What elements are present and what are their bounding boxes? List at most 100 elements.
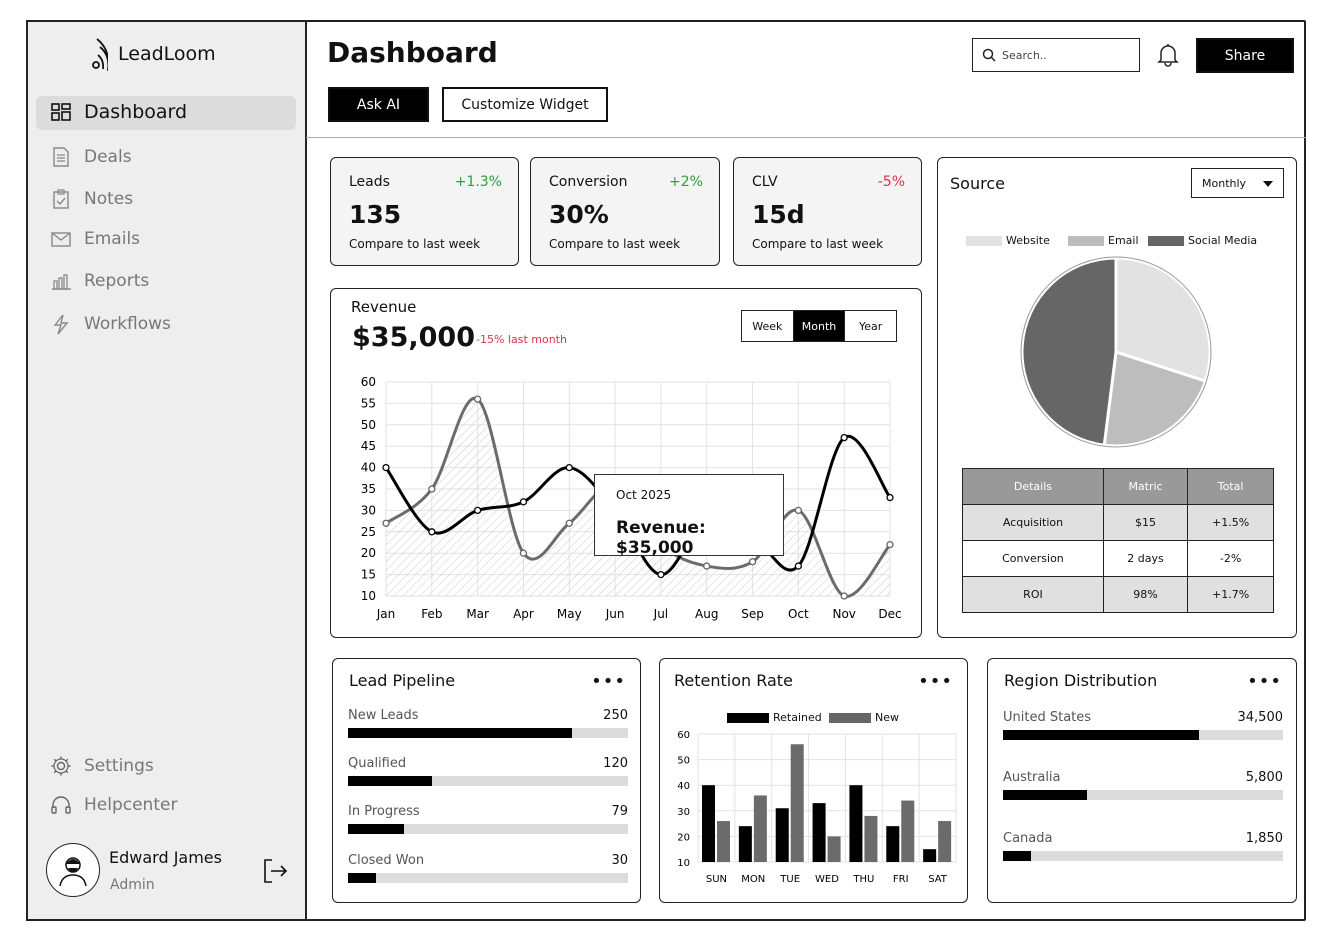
region-card: Region Distribution ••• xyxy=(987,658,1297,903)
bar xyxy=(790,744,804,862)
search-input[interactable]: Search.. xyxy=(972,38,1140,72)
card-title: Lead Pipeline xyxy=(349,671,456,690)
pipeline-label: New Leads xyxy=(348,708,419,723)
swatch xyxy=(1068,235,1104,246)
caret-down-icon xyxy=(1263,181,1273,187)
table-header: Details xyxy=(962,468,1104,505)
y-tick-label: 20 xyxy=(361,546,376,560)
stat-value: 15d xyxy=(752,200,805,229)
x-tick-label: Sep xyxy=(741,607,764,621)
bar xyxy=(886,826,900,862)
pie-slice xyxy=(1102,350,1208,448)
lightning-icon xyxy=(53,314,69,335)
y-tick-label: 20 xyxy=(677,832,690,843)
more-options-icon[interactable]: ••• xyxy=(591,671,626,692)
tooltip-date: Oct 2025 xyxy=(616,488,672,502)
x-tick-label: Feb xyxy=(421,607,442,621)
period-year[interactable]: Year xyxy=(844,311,896,341)
sidebar-item-dashboard[interactable]: Dashboard xyxy=(50,101,187,123)
tooltip-value: Revenue: $35,000 xyxy=(616,518,706,558)
card-title: Retention Rate xyxy=(674,671,793,690)
table-cell: 98% xyxy=(1102,576,1189,613)
period-month[interactable]: Month xyxy=(792,311,845,341)
sidebar-item-label: Helpcenter xyxy=(84,795,178,815)
y-tick-label: 10 xyxy=(361,589,376,603)
table-header: Total xyxy=(1187,468,1274,505)
table-cell: +1.7% xyxy=(1187,576,1274,613)
data-point xyxy=(519,498,528,506)
grid-icon xyxy=(51,103,71,121)
bell-icon[interactable] xyxy=(1157,43,1179,67)
stat-label: Conversion xyxy=(549,174,628,190)
legend-label: Retained xyxy=(773,711,822,724)
x-tick-label: Dec xyxy=(878,607,901,621)
legend-label: New xyxy=(875,711,899,724)
data-point xyxy=(565,463,573,472)
data-point xyxy=(794,562,803,570)
pie-slice xyxy=(1020,256,1118,447)
legend-label: Email xyxy=(1108,234,1139,247)
progress-track xyxy=(1003,851,1283,861)
region-value: 34,500 xyxy=(1237,710,1284,725)
sidebar-item-workflows[interactable]: Workflows xyxy=(50,313,171,335)
swatch xyxy=(727,712,769,723)
progress-fill xyxy=(1003,790,1087,800)
data-point xyxy=(382,519,390,527)
sidebar-item-notes[interactable]: Notes xyxy=(50,188,133,210)
x-tick-label: SAT xyxy=(928,874,948,885)
bar xyxy=(812,803,826,862)
period-dropdown[interactable]: Monthly xyxy=(1191,168,1284,198)
brand[interactable]: LeadLoom xyxy=(62,36,216,72)
gear-icon xyxy=(51,756,71,776)
bar xyxy=(775,808,789,862)
stat-compare: Compare to last week xyxy=(349,237,481,251)
table-row: Acquisition $15 +1.5% xyxy=(962,504,1274,541)
document-icon xyxy=(53,147,69,167)
table-cell: $15 xyxy=(1102,504,1189,541)
sidebar-item-settings[interactable]: Settings xyxy=(50,755,154,777)
sidebar-item-helpcenter[interactable]: Helpcenter xyxy=(50,794,177,816)
pipeline-row: Closed Won 30 xyxy=(348,853,628,883)
sidebar-item-emails[interactable]: Emails xyxy=(50,228,140,250)
sidebar-item-deals[interactable]: Deals xyxy=(50,146,132,168)
more-options-icon[interactable]: ••• xyxy=(1247,671,1282,692)
revenue-title: Revenue xyxy=(351,298,417,316)
y-tick-label: 35 xyxy=(361,482,376,496)
data-point xyxy=(519,549,528,557)
table-header-row: Details Matric Total xyxy=(962,468,1274,505)
x-tick-label: Jan xyxy=(376,607,396,621)
bar xyxy=(738,826,752,862)
stat-delta: +1.3% xyxy=(454,174,502,190)
sidebar-item-reports[interactable]: Reports xyxy=(50,270,149,292)
series-area-fill xyxy=(386,398,890,597)
source-title: Source xyxy=(950,174,1005,193)
chart-tooltip: Oct 2025 Revenue: $35,000 xyxy=(594,474,784,558)
data-point xyxy=(657,570,665,579)
avatar[interactable] xyxy=(46,843,100,897)
progress-track xyxy=(348,824,628,834)
share-button[interactable]: Share xyxy=(1196,38,1294,73)
x-tick-label: TUE xyxy=(779,874,800,885)
progress-track xyxy=(348,776,628,786)
sidebar-item-label: Notes xyxy=(84,189,134,209)
customize-widget-button[interactable]: Customize Widget xyxy=(442,87,608,122)
sidebar-item-label: Settings xyxy=(84,756,154,776)
logout-icon[interactable] xyxy=(262,858,288,884)
period-week[interactable]: Week xyxy=(752,319,783,333)
progress-fill xyxy=(348,776,432,786)
more-options-icon[interactable]: ••• xyxy=(918,671,953,692)
data-point xyxy=(748,558,757,566)
card-title: Region Distribution xyxy=(1004,671,1158,690)
search-placeholder: Search.. xyxy=(1002,48,1047,62)
region-label: Canada xyxy=(1003,831,1053,846)
ask-ai-button[interactable]: Ask AI xyxy=(328,87,429,122)
data-point xyxy=(886,493,894,502)
swatch xyxy=(829,712,871,723)
bar xyxy=(717,821,730,862)
stat-label: CLV xyxy=(752,174,778,190)
y-tick-label: 50 xyxy=(677,756,690,767)
retention-chart: 60 50 40 30 20 10 SUN MON TUE WED THU FRI SAT xyxy=(677,730,957,885)
pipeline-row: Qualified 120 xyxy=(348,756,628,786)
y-tick-label: 30 xyxy=(677,807,690,818)
pie-slice xyxy=(1114,256,1212,383)
